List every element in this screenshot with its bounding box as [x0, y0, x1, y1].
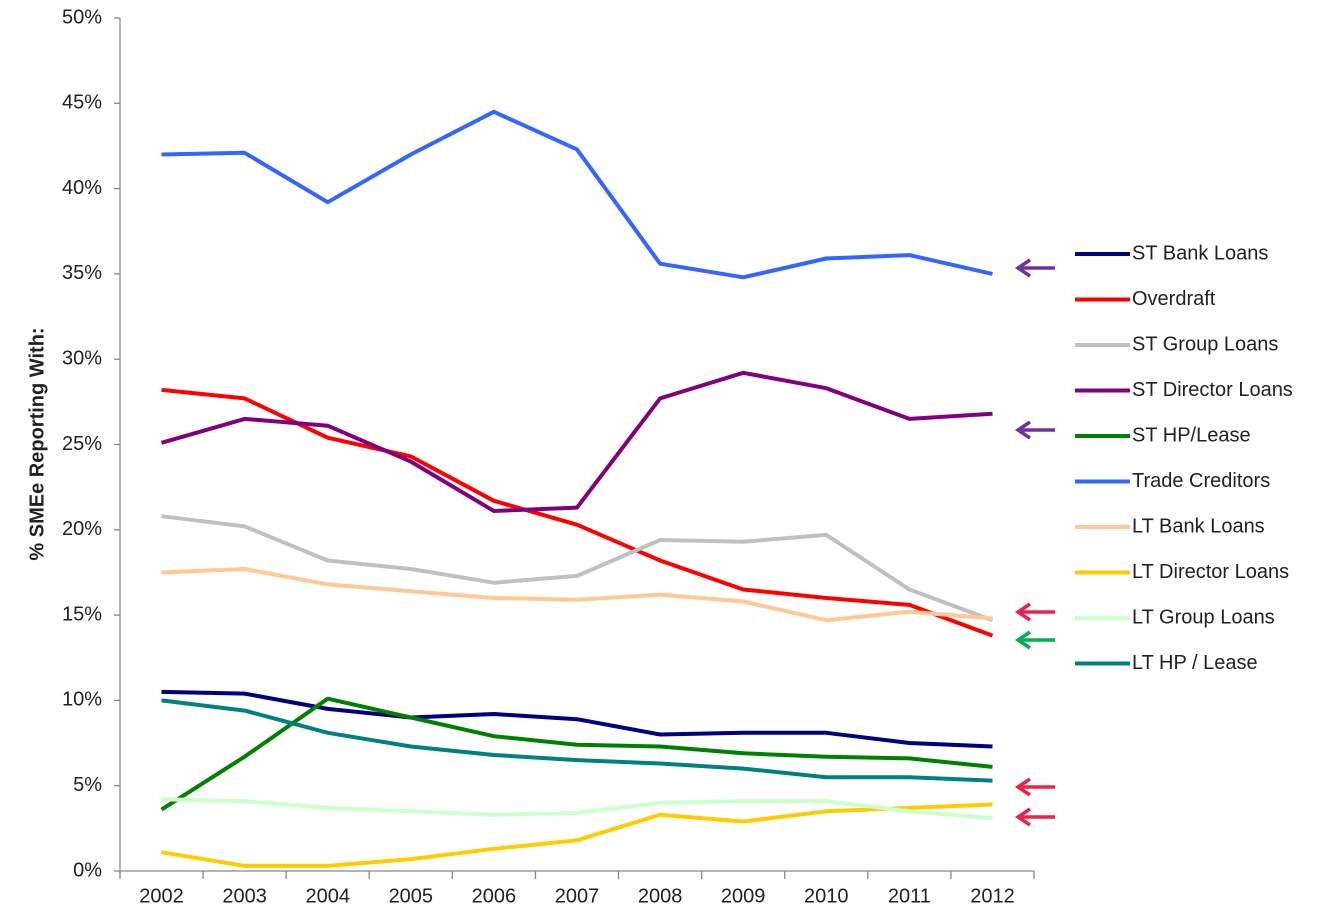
x-tick-label: 2006	[472, 885, 517, 907]
series-line	[161, 689, 993, 749]
legend-label: LT Bank Loans	[1132, 515, 1265, 537]
annotation-arrows	[1014, 258, 1055, 827]
legend-label: ST Bank Loans	[1132, 242, 1268, 264]
legend-label: ST Group Loans	[1132, 333, 1278, 355]
x-tick-label: 2007	[555, 885, 600, 907]
arrow	[1014, 807, 1055, 827]
x-tick-label: 2011	[888, 885, 931, 907]
legend-label: ST Director Loans	[1132, 379, 1293, 401]
legend-label: ST HP/Lease	[1132, 424, 1251, 446]
legend-label: LT HP / Lease	[1132, 652, 1258, 674]
series-line	[161, 797, 993, 821]
y-tick-label: 45%	[62, 92, 102, 114]
series-line	[160, 370, 993, 513]
arrow	[1014, 602, 1055, 622]
x-tick-label: 2005	[389, 885, 434, 907]
series-line	[161, 514, 994, 623]
series-line	[160, 696, 993, 812]
arrow	[1014, 630, 1055, 650]
x-tick-label: 2004	[305, 885, 350, 907]
y-tick-label: 25%	[62, 433, 102, 455]
series-line	[161, 109, 993, 280]
x-tick-label: 2008	[638, 885, 683, 907]
y-tick-label: 35%	[62, 262, 102, 284]
arrow	[1014, 420, 1055, 440]
x-tick-label: 2012	[970, 885, 1015, 907]
y-tick-label: 5%	[73, 774, 102, 796]
legend-label: Trade Creditors	[1132, 470, 1270, 492]
y-axis-label: % SMEe Reporting With:	[26, 327, 48, 560]
series-line	[161, 567, 993, 623]
y-tick-label: 50%	[62, 6, 102, 28]
y-tick-label: 40%	[62, 177, 102, 199]
legend-label: Overdraft	[1132, 288, 1216, 310]
arrow	[1014, 258, 1055, 278]
x-tick-label: 2002	[139, 885, 184, 907]
x-tick-label: 2010	[804, 885, 849, 907]
x-tick-label: 2003	[222, 885, 267, 907]
series-line	[161, 698, 993, 783]
y-tick-label: 15%	[62, 603, 102, 625]
series-line	[161, 802, 993, 868]
x-tick-label: 2009	[721, 885, 766, 907]
y-tick-label: 0%	[73, 859, 102, 881]
y-tick-label: 30%	[62, 347, 102, 369]
legend-label: LT Group Loans	[1132, 606, 1275, 628]
legend-label: LT Director Loans	[1132, 561, 1289, 583]
y-tick-label: 20%	[62, 518, 102, 540]
y-tick-label: 10%	[62, 689, 102, 711]
arrow	[1014, 777, 1055, 797]
